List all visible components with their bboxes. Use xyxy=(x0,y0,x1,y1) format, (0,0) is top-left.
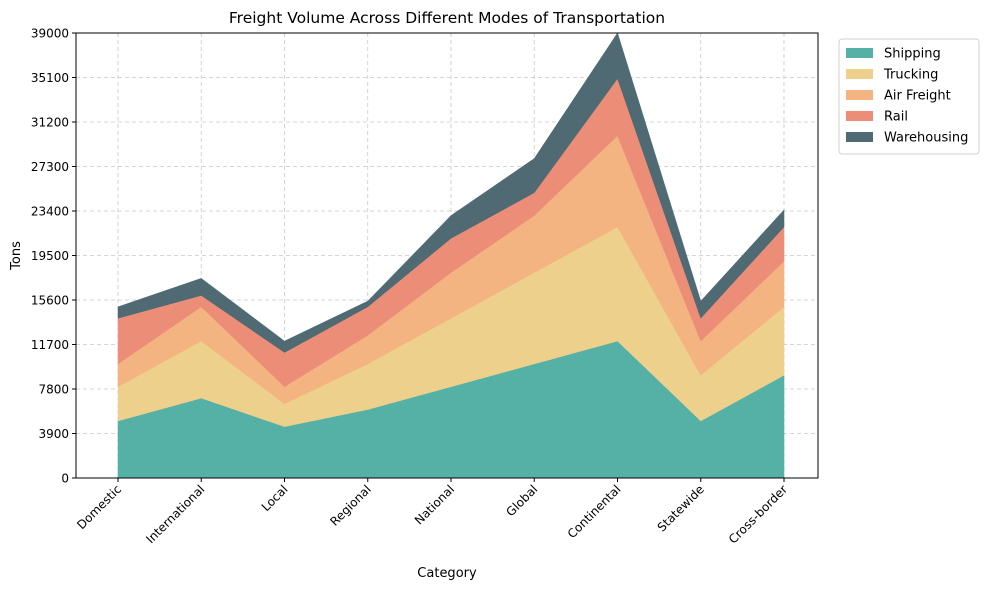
y-tick-label: 7800 xyxy=(38,383,69,397)
legend-swatch xyxy=(846,48,873,58)
y-axis-title: Tons xyxy=(9,241,24,271)
area-series-warehousing xyxy=(117,32,785,353)
legend-label: Air Freight xyxy=(884,89,951,104)
y-tick-label: 19500 xyxy=(31,249,69,263)
legend-swatch xyxy=(846,132,873,142)
legend-swatch xyxy=(846,111,873,121)
y-tick-label: 15600 xyxy=(31,294,69,308)
y-tick-label: 3900 xyxy=(38,427,69,441)
y-tick-label: 31200 xyxy=(31,116,69,130)
legend-label: Rail xyxy=(884,110,908,125)
y-tick-label: 39000 xyxy=(31,27,69,41)
x-axis-title: Category xyxy=(417,566,477,581)
y-tick-label: 27300 xyxy=(31,160,69,174)
legend-label: Trucking xyxy=(883,68,938,83)
legend-label: Warehousing xyxy=(884,131,968,146)
legend-swatch xyxy=(846,90,873,100)
y-tick-label: 23400 xyxy=(31,205,69,219)
y-axis: 0 3900 7800 11700 15600 19500 23400 27300 31200 3… xyxy=(31,27,76,486)
y-tick-label: 35100 xyxy=(31,71,69,85)
y-tick-label: 11700 xyxy=(31,338,69,352)
legend-label: Shipping xyxy=(884,47,941,62)
legend: Shipping Trucking Air Freight Rail Warehousi… xyxy=(838,38,980,155)
legend-box xyxy=(838,38,980,155)
y-tick-label: 0 xyxy=(61,472,69,486)
chart-title: Freight Volume Across Different Modes of… xyxy=(229,9,665,27)
legend-swatch xyxy=(846,69,873,79)
